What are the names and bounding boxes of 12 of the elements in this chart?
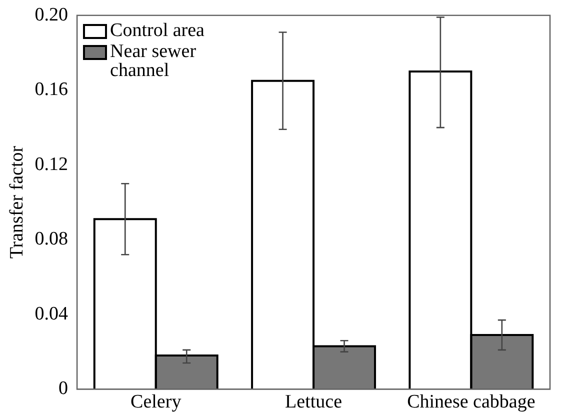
y-tick-label: 0.08 xyxy=(34,228,68,250)
x-tick-label: Celery xyxy=(130,392,182,413)
y-tick-label: 0.04 xyxy=(34,303,69,324)
y-tick-label: 0.20 xyxy=(34,4,68,26)
y-axis-title: Transfer factor xyxy=(6,145,28,259)
x-tick-label: Chinese cabbage xyxy=(407,392,536,413)
y-tick-label: 0.12 xyxy=(34,154,68,175)
legend-label: Control area xyxy=(110,20,204,42)
y-tick-label: 0.16 xyxy=(34,79,68,100)
y-tick-label: 0 xyxy=(58,378,68,400)
x-tick-label: Lettuce xyxy=(285,392,342,413)
legend-label: Near sewer channel xyxy=(110,41,198,82)
